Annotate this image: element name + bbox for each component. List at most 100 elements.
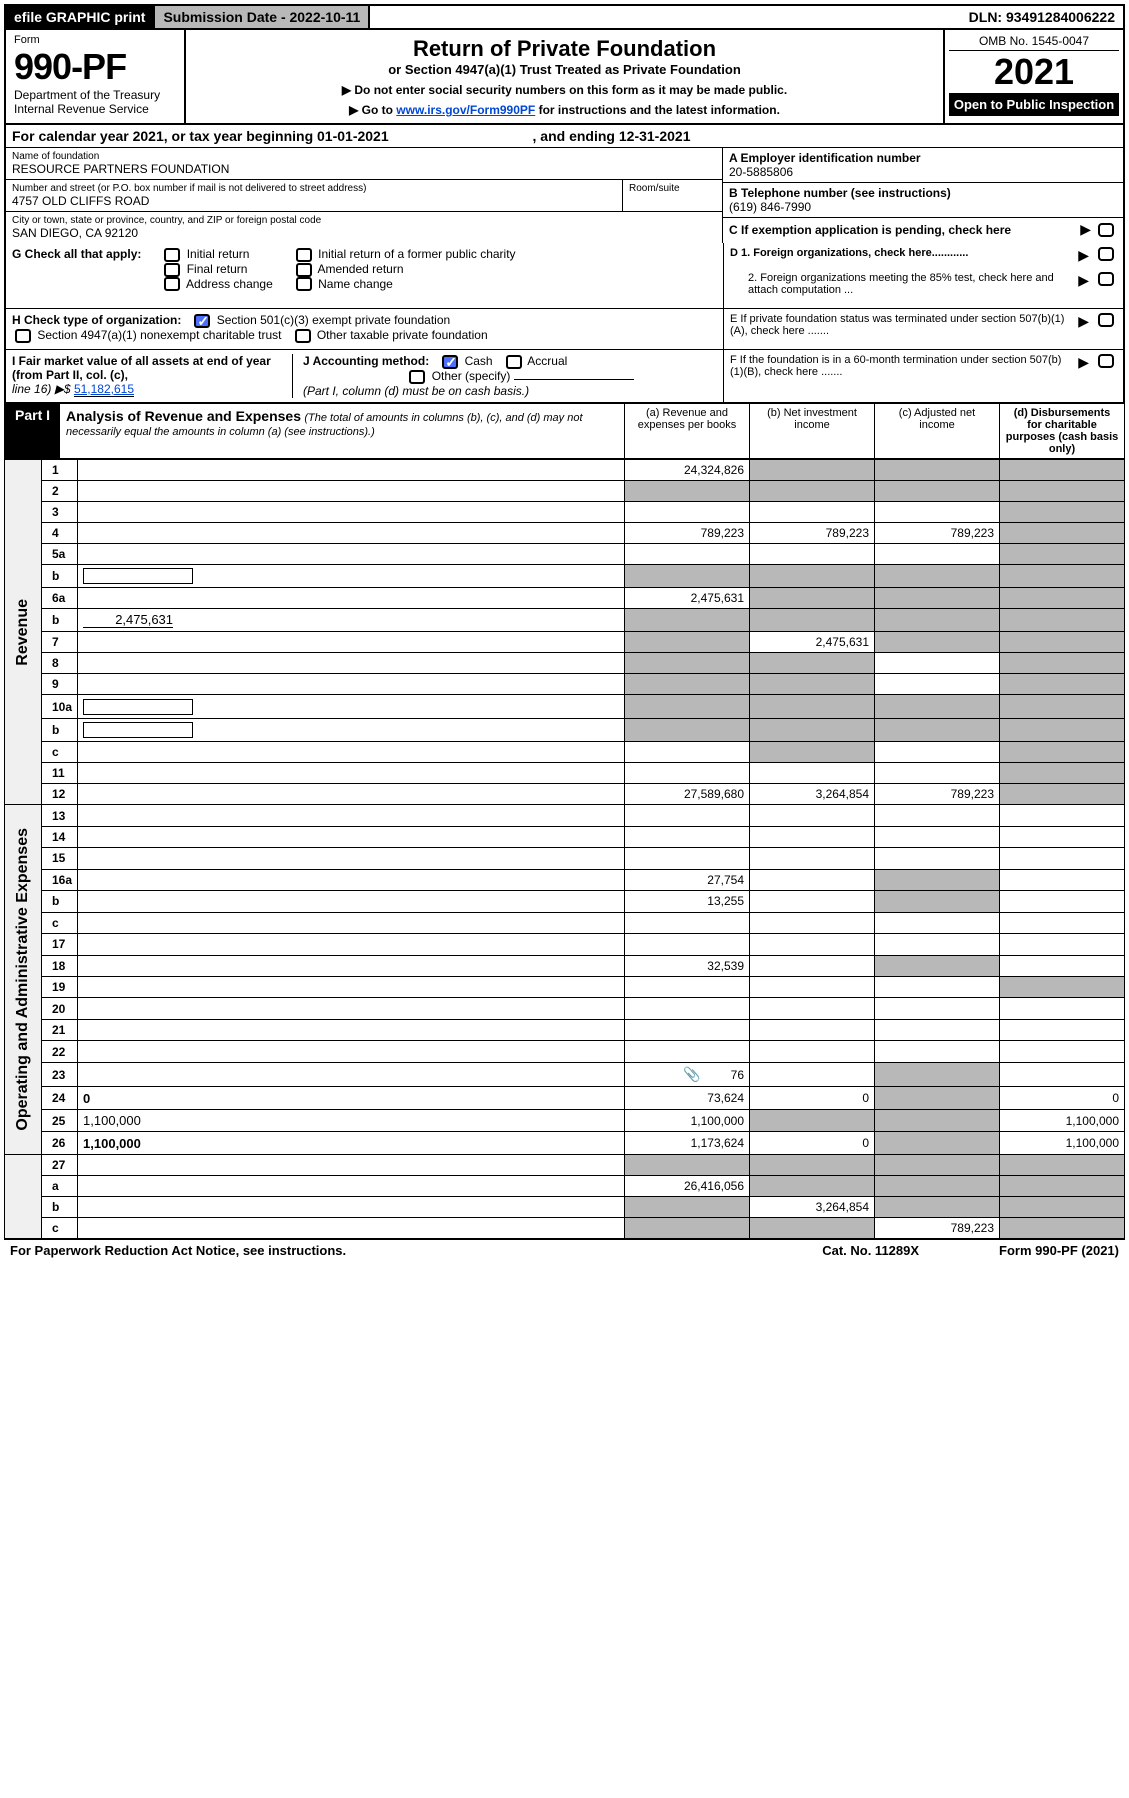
line-num: 24: [42, 1087, 78, 1109]
addr-label: Number and street (or P.O. box number if…: [12, 183, 616, 194]
col-c-val: [875, 543, 1000, 564]
col-d-val: [1000, 1175, 1125, 1196]
line-desc: [78, 480, 625, 501]
i-label: I Fair market value of all assets at end…: [12, 354, 271, 382]
initial-return-check[interactable]: [164, 248, 180, 262]
cat-no: Cat. No. 11289X: [822, 1243, 919, 1258]
col-c-val: [875, 1062, 1000, 1087]
col-d-val: [1000, 891, 1125, 912]
line-num: b: [42, 564, 78, 588]
col-c-val: [875, 480, 1000, 501]
name-change-check[interactable]: [296, 277, 312, 291]
form990pf-link[interactable]: www.irs.gov/Form990PF: [396, 103, 535, 117]
col-c-val: [875, 742, 1000, 763]
line-num: 4: [42, 522, 78, 543]
f-checkbox[interactable]: [1098, 354, 1114, 368]
tax-year: 2021: [949, 51, 1119, 93]
col-d-val: [1000, 522, 1125, 543]
g-opt-5: Name change: [318, 277, 393, 291]
col-d-val: [1000, 674, 1125, 695]
e-label: E If private foundation status was termi…: [730, 313, 1072, 337]
col-c-val: [875, 1041, 1000, 1062]
efile-label[interactable]: efile GRAPHIC print: [6, 6, 155, 28]
line-desc: 2,475,631: [78, 609, 625, 632]
col-d-val: [1000, 763, 1125, 784]
other-check[interactable]: [409, 370, 425, 384]
cash-check[interactable]: [442, 355, 458, 369]
col-b-val: [750, 742, 875, 763]
line-num: 2: [42, 480, 78, 501]
form-header: Form 990-PF Department of the Treasury I…: [4, 30, 1125, 125]
fmv-value[interactable]: 51,182,615: [74, 382, 134, 397]
col-d-val: [1000, 543, 1125, 564]
501c3-check[interactable]: [194, 314, 210, 328]
address-change-check[interactable]: [164, 277, 180, 291]
foundation-addr: 4757 OLD CLIFFS ROAD: [12, 194, 616, 208]
city-cell: City or town, state or province, country…: [6, 212, 722, 243]
col-a-val: 32,539: [625, 955, 750, 976]
col-b-val: [750, 1217, 875, 1238]
line-desc: [78, 501, 625, 522]
c-checkbox[interactable]: [1098, 223, 1114, 237]
col-b-val: [750, 848, 875, 869]
table-row: 16a27,754: [5, 869, 1125, 890]
line-num: 27: [42, 1154, 78, 1175]
col-b-val: [750, 955, 875, 976]
col-b-val: [750, 1019, 875, 1040]
d2-checkbox[interactable]: [1098, 272, 1114, 286]
col-d-val: [1000, 695, 1125, 719]
final-return-check[interactable]: [164, 263, 180, 277]
line-num: 23: [42, 1062, 78, 1087]
col-c-val: [875, 1019, 1000, 1040]
col-a-val: [625, 763, 750, 784]
g-opt-1: Final return: [187, 262, 248, 276]
city-label: City or town, state or province, country…: [12, 215, 716, 226]
col-d-val: [1000, 1196, 1125, 1217]
attach-icon[interactable]: 📎: [683, 1066, 700, 1082]
other-taxable-check[interactable]: [295, 329, 311, 343]
col-d-val: [1000, 1217, 1125, 1238]
col-d-val: [1000, 912, 1125, 933]
line-num: 25: [42, 1109, 78, 1131]
line-desc: [78, 934, 625, 955]
j-accrual: Accrual: [527, 354, 567, 368]
line-desc: [78, 543, 625, 564]
line-num: 17: [42, 934, 78, 955]
line-num: 11: [42, 763, 78, 784]
section-e: E If private foundation status was termi…: [723, 309, 1123, 349]
addr-cell: Number and street (or P.O. box number if…: [6, 180, 722, 212]
line-num: 10a: [42, 695, 78, 719]
j-other: Other (specify): [432, 369, 511, 383]
part1-cols: (a) Revenue and expenses per books (b) N…: [624, 404, 1124, 458]
accrual-check[interactable]: [506, 355, 522, 369]
col-b-val: 789,223: [750, 522, 875, 543]
col-d-val: [1000, 480, 1125, 501]
line-num: 7: [42, 632, 78, 653]
col-a-val: [625, 805, 750, 826]
initial-former-check[interactable]: [296, 248, 312, 262]
part1-desc: Analysis of Revenue and Expenses (The to…: [60, 404, 624, 458]
col-a-val: 1,100,000: [625, 1109, 750, 1131]
name-cell: Name of foundation RESOURCE PARTNERS FOU…: [6, 148, 722, 180]
part1-table: Revenue124,324,826234789,223789,223789,2…: [4, 459, 1125, 1239]
4947-check[interactable]: [15, 329, 31, 343]
col-d-val: [1000, 1019, 1125, 1040]
g-opt-4: Amended return: [317, 262, 403, 276]
table-row: 23 📎76: [5, 1062, 1125, 1087]
table-row: Revenue124,324,826: [5, 459, 1125, 480]
table-row: c: [5, 742, 1125, 763]
col-c-val: [875, 805, 1000, 826]
submission-date: Submission Date - 2022-10-11: [155, 6, 370, 28]
col-c-val: [875, 934, 1000, 955]
col-c-val: [875, 891, 1000, 912]
line-desc: [78, 912, 625, 933]
col-a-val: 73,624: [625, 1087, 750, 1109]
part1-header-row: Part I Analysis of Revenue and Expenses …: [4, 404, 1125, 459]
col-a-val: 📎76: [625, 1062, 750, 1087]
amended-return-check[interactable]: [296, 263, 312, 277]
e-checkbox[interactable]: [1098, 313, 1114, 327]
d1-checkbox[interactable]: [1098, 247, 1114, 261]
g-label: G Check all that apply:: [12, 247, 141, 261]
col-d-val: 1,100,000: [1000, 1132, 1125, 1155]
part1-label: Part I: [5, 404, 60, 458]
